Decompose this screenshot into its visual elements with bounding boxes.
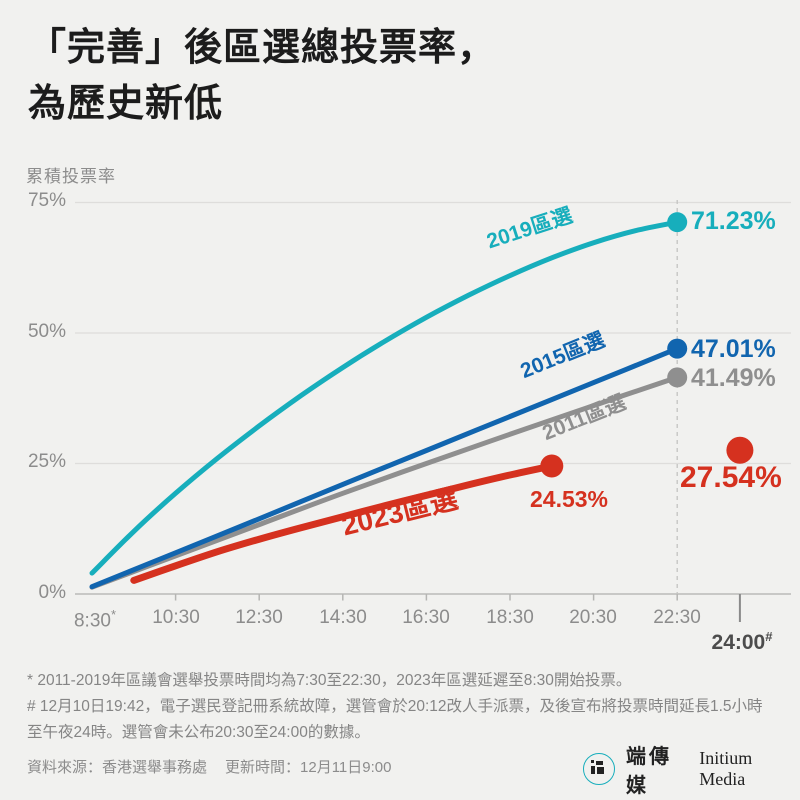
series-end-dot-2015 [667,338,688,359]
x-tick-label-1230: 12:30 [235,607,283,628]
series-line-2023 [130,462,556,584]
footnote-marker-hash: # [765,629,773,644]
x-tick-label-2030: 20:30 [569,607,617,628]
footnote-hash: # 12月10日19:42，電子選民登記冊系統故障，選管會於20:12改人手派票… [27,698,763,741]
page-title-line-1: 「完善」後區選總投票率， [28,27,497,69]
y-tick-label-75: 75% [27,190,66,211]
x-tick-label-2230: 22:30 [653,607,701,628]
logo-text-cjk: 端傳媒 [626,746,672,797]
x-tick-label-2400: 24:00# [707,629,777,655]
value-label-2011: 41.49% [691,364,776,392]
footnote-star: * 2011-2019年區議會選舉投票時間均為7:30至22:30，2023年區… [27,672,632,689]
x-tick-label-1630: 16:30 [402,607,450,628]
update-time: 更新時間：12月11日9:00 [225,759,392,776]
initium-logo-icon [583,753,615,785]
series-end-dot-2011 [667,367,688,388]
footnote-marker-star: * [110,607,117,622]
source-line: 資料來源：香港選舉事務處 更新時間：12月11日9:00 [27,756,409,777]
value-label-2019: 71.23% [691,207,776,235]
y-tick-label-25: 25% [27,451,66,472]
page-title: 「完善」後區選總投票率， 為歷史新低 [28,20,768,132]
data-source: 資料來源：香港選舉事務處 [27,759,208,776]
x-tick-label-830: 8:30* [60,607,130,632]
value-label-2023-final: 27.54% [680,461,782,494]
series-end-dot-2023 [540,454,564,478]
y-tick-label-50: 50% [27,321,66,342]
y-axis-title: 累積投票率 [26,167,116,186]
x-tick-label-1830: 18:30 [486,607,534,628]
series-line-2011 [89,374,680,590]
series-line-2019 [89,219,680,576]
series-line-2015 [89,346,680,590]
isolated-point-2400 [726,436,754,464]
x-tick-label-1430: 14:30 [319,607,367,628]
footnotes: * 2011-2019年區議會選舉投票時間均為7:30至22:30，2023年區… [27,668,777,746]
x-tick-label-1030: 10:30 [152,607,200,628]
initium-media-logo: 端傳媒 Initium Media [583,740,800,798]
x-tick-text: 8:30 [73,610,111,632]
y-tick-label-0: 0% [38,582,66,603]
logo-text-latin: Initium Media [699,748,753,789]
series-end-dot-2019 [667,212,688,233]
page-title-line-2: 為歷史新低 [28,83,224,125]
value-label-2023: 24.53% [530,486,609,512]
value-label-2015: 47.01% [691,335,776,363]
x-tick-text: 24:00 [711,631,766,654]
